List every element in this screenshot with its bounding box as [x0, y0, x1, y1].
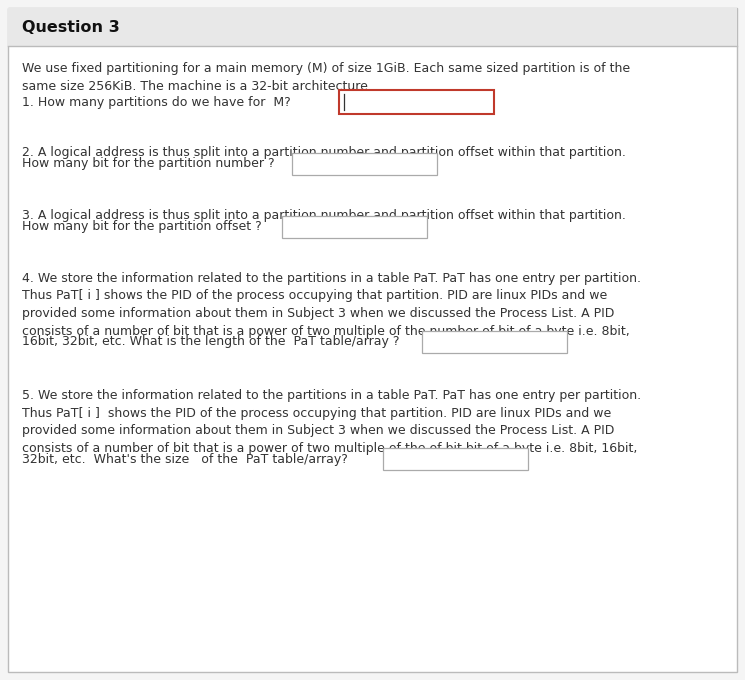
Text: How many bit for the partition number ?: How many bit for the partition number ?	[22, 157, 275, 170]
Bar	[383, 448, 528, 471]
Bar	[422, 331, 567, 353]
Text: provided some information about them in Subject 3 when we discussed the Process : provided some information about them in …	[22, 307, 615, 320]
Text: consists of a number of bit that is a power of two multiple of the of bit bit of: consists of a number of bit that is a po…	[22, 442, 638, 455]
Text: 2. A logical address is thus split into a partition number and partition offset : 2. A logical address is thus split into …	[22, 146, 626, 159]
Text: We use fixed partitioning for a main memory (M) of size 1GiB. Each same sized pa: We use fixed partitioning for a main mem…	[22, 62, 630, 75]
Text: 5. We store the information related to the partitions in a table PaT. PaT has on: 5. We store the information related to t…	[22, 389, 641, 403]
Text: 1. How many partitions do we have for  M?: 1. How many partitions do we have for M?	[22, 96, 291, 109]
Text: 4. We store the information related to the partitions in a table PaT. PaT has on: 4. We store the information related to t…	[22, 272, 641, 285]
Text: How many bit for the partition offset ?: How many bit for the partition offset ?	[22, 220, 261, 233]
Text: consists of a number of bit that is a power of two multiple of the number of bit: consists of a number of bit that is a po…	[22, 324, 630, 337]
Bar	[282, 216, 427, 237]
Text: Question 3: Question 3	[22, 20, 120, 35]
Text: same size 256KiB. The machine is a 32-bit architecture.: same size 256KiB. The machine is a 32-bi…	[22, 80, 372, 92]
Bar	[292, 152, 437, 175]
Bar	[8, 8, 737, 46]
Text: 3. A logical address is thus split into a partition number and partition offset : 3. A logical address is thus split into …	[22, 209, 626, 222]
Text: provided some information about them in Subject 3 when we discussed the Process : provided some information about them in …	[22, 424, 615, 437]
Text: Thus PaT[ i ]  shows the PID of the process occupying that partition. PID are li: Thus PaT[ i ] shows the PID of the proce…	[22, 407, 611, 420]
Text: Thus PaT[ i ] shows the PID of the process occupying that partition. PID are lin: Thus PaT[ i ] shows the PID of the proce…	[22, 290, 607, 303]
Text: 16bit, 32bit, etc. What is the length of the  PaT table/array ?: 16bit, 32bit, etc. What is the length of…	[22, 335, 399, 348]
Text: 32bit, etc.  What's the size   of the  PaT table/array?: 32bit, etc. What's the size of the PaT t…	[22, 453, 348, 466]
Bar	[339, 90, 494, 114]
